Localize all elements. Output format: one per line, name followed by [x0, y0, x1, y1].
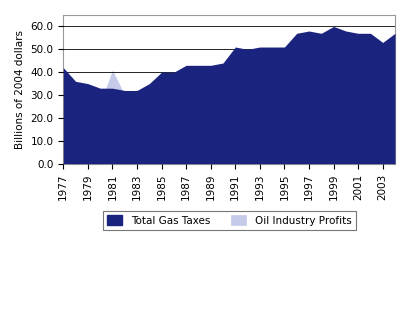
Legend: Total Gas Taxes, Oil Industry Profits: Total Gas Taxes, Oil Industry Profits	[102, 211, 355, 230]
Y-axis label: Billions of 2004 dollars: Billions of 2004 dollars	[15, 30, 25, 149]
